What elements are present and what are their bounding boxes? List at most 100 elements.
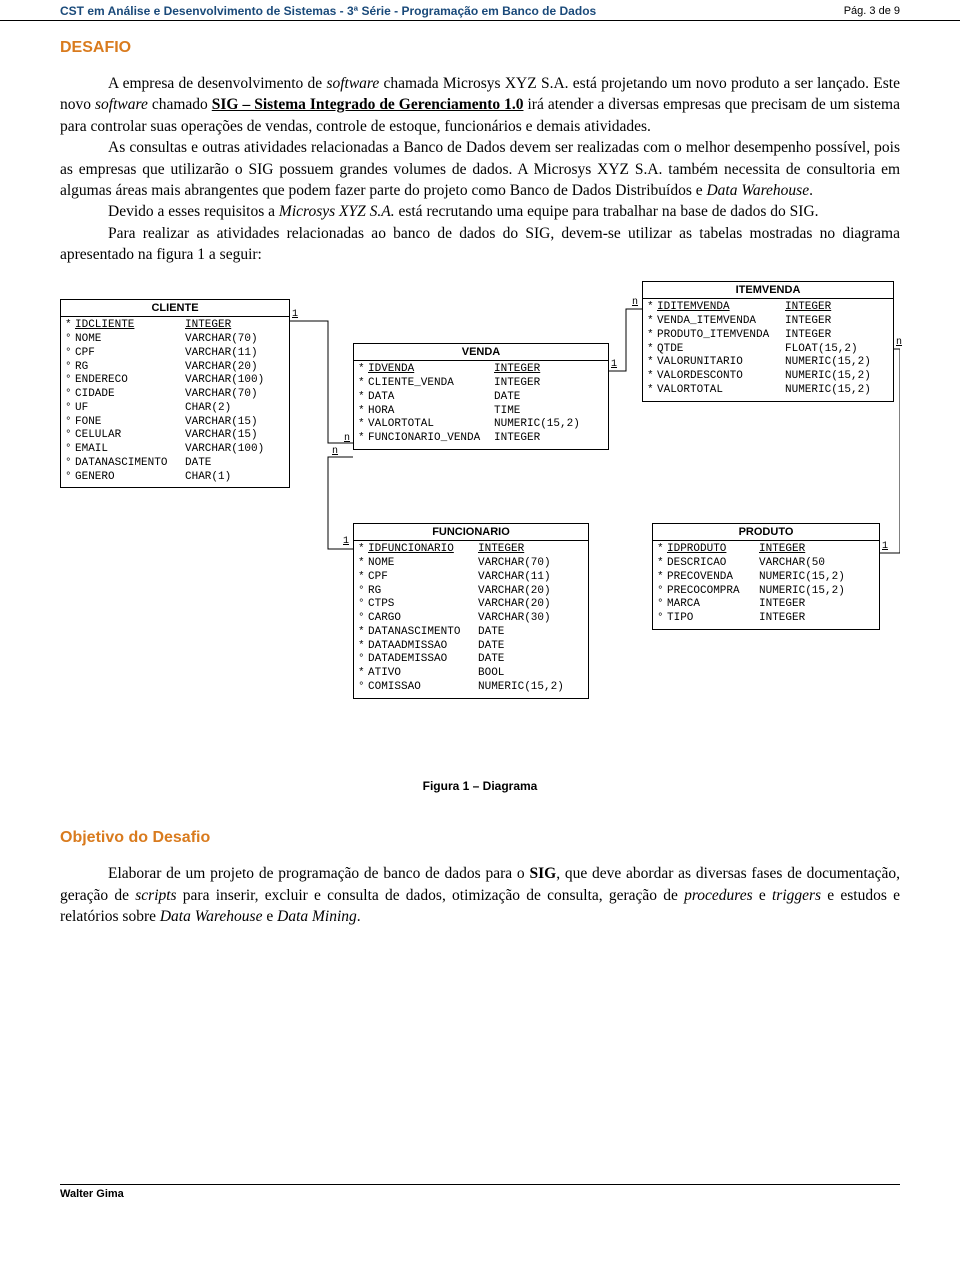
attr-name: IDCLIENTE bbox=[75, 319, 185, 333]
attr-name: DATAADMISSAO bbox=[368, 640, 478, 654]
attr-type: CHAR(2) bbox=[185, 402, 231, 416]
entity-title-cliente: CLIENTE bbox=[61, 300, 289, 317]
p1e: chamado bbox=[148, 96, 212, 113]
attr-row: *QTDEFLOAT(15,2) bbox=[647, 343, 889, 357]
attr-type: VARCHAR(30) bbox=[478, 612, 551, 626]
attr-row: °RGVARCHAR(20) bbox=[65, 361, 285, 375]
entity-title-itemvenda: ITEMVENDA bbox=[643, 282, 893, 299]
figure-caption: Figura 1 – Diagrama bbox=[60, 779, 900, 793]
attr-type: INTEGER bbox=[494, 432, 540, 446]
attr-name: DATANASCIMENTO bbox=[368, 626, 478, 640]
attr-mark: * bbox=[358, 363, 368, 377]
attr-type: VARCHAR(20) bbox=[185, 361, 258, 375]
section-desafio-title: DESAFIO bbox=[60, 39, 900, 57]
attr-row: *DESCRICAOVARCHAR(50 bbox=[657, 557, 875, 571]
of: procedures bbox=[684, 887, 753, 904]
attr-mark: ° bbox=[65, 361, 75, 375]
attr-type: INTEGER bbox=[785, 301, 831, 315]
attr-type: BOOL bbox=[478, 667, 504, 681]
attr-name: PRODUTO_ITEMVENDA bbox=[657, 329, 785, 343]
attr-type: DATE bbox=[478, 653, 504, 667]
attr-name: VALORTOTAL bbox=[657, 384, 785, 398]
attr-type: INTEGER bbox=[759, 598, 805, 612]
attr-name: VALORUNITARIO bbox=[657, 356, 785, 370]
attr-mark: ° bbox=[657, 598, 667, 612]
attr-name: EMAIL bbox=[75, 443, 185, 457]
attr-type: NUMERIC(15,2) bbox=[494, 418, 580, 432]
attr-mark: * bbox=[657, 543, 667, 557]
p1b: software bbox=[326, 75, 379, 92]
attr-row: °ENDERECOVARCHAR(100) bbox=[65, 374, 285, 388]
objetivo-body: Elaborar de um projeto de programação de… bbox=[60, 863, 900, 927]
attr-name: VENDA_ITEMVENDA bbox=[657, 315, 785, 329]
attr-row: °MARCAINTEGER bbox=[657, 598, 875, 612]
attr-name: CTPS bbox=[368, 598, 478, 612]
attr-mark: * bbox=[358, 418, 368, 432]
entity-body-produto: *IDPRODUTOINTEGER*DESCRICAOVARCHAR(50*PR… bbox=[653, 541, 879, 629]
attr-name: GENERO bbox=[75, 471, 185, 485]
attr-type: NUMERIC(15,2) bbox=[759, 571, 845, 585]
attr-mark: * bbox=[358, 432, 368, 446]
om: . bbox=[357, 908, 361, 925]
entity-title-venda: VENDA bbox=[354, 344, 608, 361]
er-diagram: CLIENTE*IDCLIENTEINTEGER°NOMEVARCHAR(70)… bbox=[60, 281, 900, 771]
ok: e bbox=[262, 908, 277, 925]
attr-name: MARCA bbox=[667, 598, 759, 612]
p1a: A empresa de desenvolvimento de bbox=[108, 75, 326, 92]
ob: SIG bbox=[529, 865, 556, 882]
attr-type: NUMERIC(15,2) bbox=[759, 585, 845, 599]
attr-type: VARCHAR(20) bbox=[478, 598, 551, 612]
attr-row: *HORATIME bbox=[358, 405, 604, 419]
oa: Elaborar de um projeto de programação de… bbox=[108, 865, 529, 882]
entity-itemvenda: ITEMVENDA*IDITEMVENDAINTEGER*VENDA_ITEMV… bbox=[642, 281, 894, 401]
attr-type: VARCHAR(70) bbox=[185, 333, 258, 347]
attr-row: °EMAILVARCHAR(100) bbox=[65, 443, 285, 457]
attr-mark: * bbox=[647, 315, 657, 329]
p4: Para realizar as atividades relacionadas… bbox=[60, 225, 900, 263]
attr-row: *DATAADMISSAODATE bbox=[358, 640, 584, 654]
og: e bbox=[753, 887, 772, 904]
attr-mark: ° bbox=[65, 471, 75, 485]
attr-mark: * bbox=[358, 571, 368, 585]
attr-row: *IDCLIENTEINTEGER bbox=[65, 319, 285, 333]
attr-type: CHAR(1) bbox=[185, 471, 231, 485]
attr-mark: * bbox=[647, 384, 657, 398]
attr-type: INTEGER bbox=[785, 315, 831, 329]
attr-mark: * bbox=[358, 405, 368, 419]
attr-name: NOME bbox=[75, 333, 185, 347]
attr-row: °FONEVARCHAR(15) bbox=[65, 416, 285, 430]
attr-row: °CIDADEVARCHAR(70) bbox=[65, 388, 285, 402]
attr-name: DATADEMISSAO bbox=[368, 653, 478, 667]
attr-row: *VALORDESCONTONUMERIC(15,2) bbox=[647, 370, 889, 384]
attr-mark: ° bbox=[358, 612, 368, 626]
cardinality-label: 1 bbox=[611, 359, 617, 370]
attr-row: °PRECOCOMPRANUMERIC(15,2) bbox=[657, 585, 875, 599]
entity-title-produto: PRODUTO bbox=[653, 524, 879, 541]
attr-mark: * bbox=[358, 391, 368, 405]
attr-name: CPF bbox=[75, 347, 185, 361]
course-line: CST em Análise e Desenvolvimento de Sist… bbox=[60, 4, 596, 18]
attr-type: INTEGER bbox=[478, 543, 524, 557]
attr-name: CLIENTE_VENDA bbox=[368, 377, 494, 391]
attr-type: INTEGER bbox=[494, 363, 540, 377]
cardinality-label: 1 bbox=[882, 541, 888, 552]
attr-type: VARCHAR(100) bbox=[185, 374, 264, 388]
attr-mark: ° bbox=[358, 585, 368, 599]
attr-mark: * bbox=[65, 319, 75, 333]
attr-type: INTEGER bbox=[494, 377, 540, 391]
attr-mark: ° bbox=[358, 681, 368, 695]
attr-mark: ° bbox=[65, 443, 75, 457]
attr-row: °COMISSAONUMERIC(15,2) bbox=[358, 681, 584, 695]
section-objetivo-title: Objetivo do Desafio bbox=[60, 829, 900, 847]
attr-name: CPF bbox=[368, 571, 478, 585]
attr-row: °RGVARCHAR(20) bbox=[358, 585, 584, 599]
entity-cliente: CLIENTE*IDCLIENTEINTEGER°NOMEVARCHAR(70)… bbox=[60, 299, 290, 488]
attr-mark: * bbox=[657, 571, 667, 585]
attr-mark: ° bbox=[65, 416, 75, 430]
attr-mark: ° bbox=[65, 457, 75, 471]
attr-type: VARCHAR(50 bbox=[759, 557, 825, 571]
p2b: Data Warehouse bbox=[706, 182, 809, 199]
attr-mark: ° bbox=[65, 333, 75, 347]
attr-name: IDVENDA bbox=[368, 363, 494, 377]
attr-type: INTEGER bbox=[759, 543, 805, 557]
